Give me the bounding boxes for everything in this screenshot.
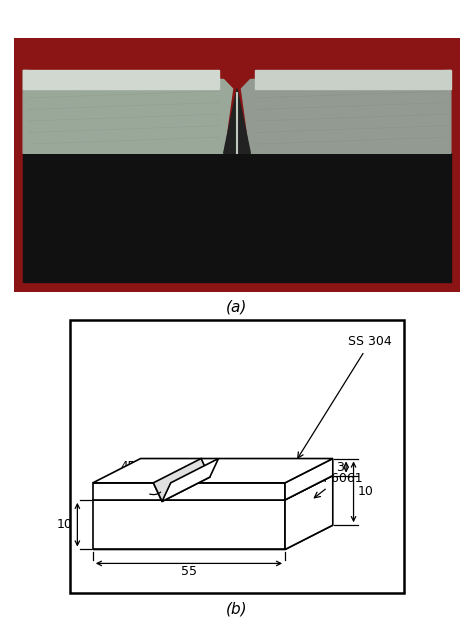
Polygon shape — [154, 483, 171, 501]
Text: 10: 10 — [57, 518, 73, 531]
Text: 10: 10 — [358, 486, 374, 498]
Polygon shape — [285, 476, 333, 550]
Text: (b): (b) — [226, 601, 248, 616]
Text: 55: 55 — [181, 565, 197, 578]
Polygon shape — [93, 500, 285, 550]
Polygon shape — [224, 89, 250, 153]
Text: 2: 2 — [171, 486, 178, 498]
Polygon shape — [93, 476, 333, 500]
Polygon shape — [241, 70, 451, 153]
Polygon shape — [93, 483, 285, 500]
Polygon shape — [23, 70, 233, 153]
Bar — [23, 153, 451, 282]
Text: (a): (a) — [226, 300, 248, 315]
Bar — [23, 70, 219, 89]
Text: 3: 3 — [336, 460, 344, 474]
Polygon shape — [162, 458, 219, 501]
Text: SS 304: SS 304 — [298, 335, 392, 458]
Polygon shape — [154, 458, 210, 501]
Text: Al 6061: Al 6061 — [314, 472, 363, 498]
Bar — [255, 70, 451, 89]
Polygon shape — [93, 458, 333, 483]
Text: 45°: 45° — [121, 460, 141, 473]
Polygon shape — [285, 458, 333, 500]
Polygon shape — [93, 525, 333, 550]
